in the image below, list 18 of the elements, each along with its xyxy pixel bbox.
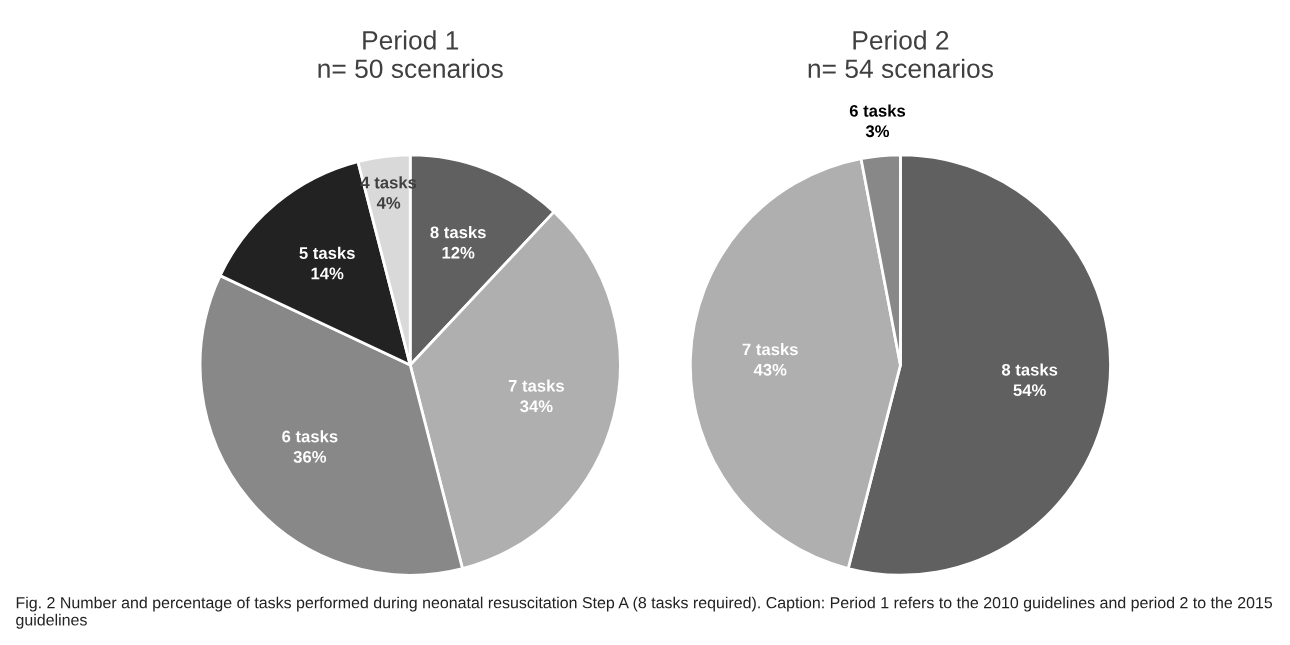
- data-label: 12%: [442, 246, 475, 259]
- slice-label: 6 tasks: [282, 430, 338, 443]
- data-label: 3%: [865, 125, 890, 138]
- chart-title: Period 1 n= 50 scenarios: [318, 30, 503, 79]
- slice-label: 8 tasks: [1001, 363, 1058, 376]
- data-label: 36%: [293, 450, 327, 463]
- slice-label: 7 tasks: [742, 343, 798, 356]
- data-label: 14%: [311, 267, 344, 280]
- caption: Fig. 2 Number and percentage of tasks performed during neonatal resuscitation Step A (8 tasks required). Caption: Period 1 refers to the 2010 guidelines and period 2 to the 2015 guidelines: [16, 596, 1273, 629]
- slice-label: 8 tasks: [430, 226, 486, 239]
- data-label: 34%: [520, 400, 553, 413]
- data-label: 43%: [753, 363, 787, 376]
- slice-label: 6 tasks: [849, 104, 906, 117]
- slice-label: 5 tasks: [299, 246, 355, 259]
- data-label: 54%: [1013, 384, 1046, 397]
- chart-title: Period 2 n= 54 scenarios: [808, 30, 993, 79]
- slice-label: 7 tasks: [508, 379, 564, 392]
- data-label: 4%: [376, 197, 401, 209]
